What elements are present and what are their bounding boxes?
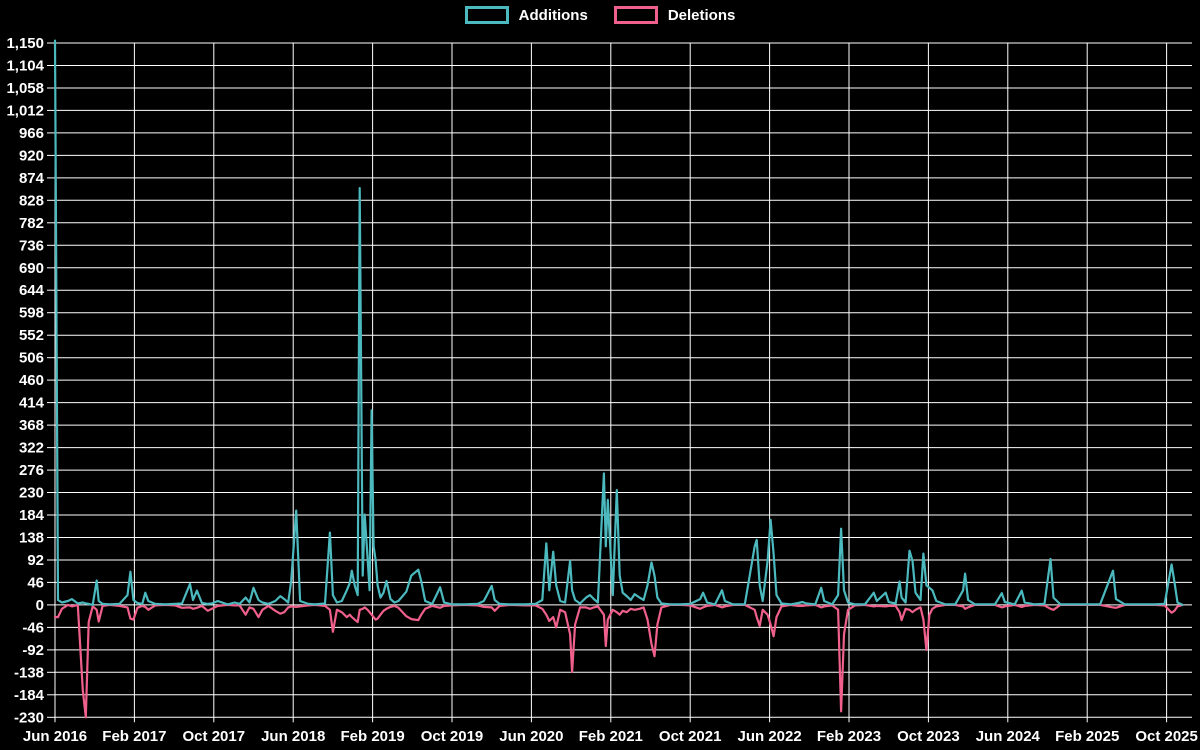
y-tick-label: 506 [19, 350, 44, 367]
x-tick-label: Oct 2025 [1135, 728, 1198, 745]
x-tick-label: Oct 2019 [421, 728, 484, 745]
y-tick-label: 184 [19, 507, 45, 524]
legend-item-deletions[interactable]: Deletions [613, 6, 736, 24]
y-tick-label: 690 [19, 260, 44, 277]
y-tick-label: 552 [19, 327, 44, 344]
y-tick-label: 414 [19, 395, 45, 412]
y-tick-label: 92 [27, 552, 44, 569]
x-tick-label: Jun 2016 [23, 728, 87, 745]
additions-line [53, 39, 1184, 607]
x-tick-label: Feb 2017 [102, 728, 166, 745]
y-tick-label: 1,104 [6, 58, 44, 75]
deletions-legend-label: Deletions [667, 6, 736, 24]
x-tick-label: Feb 2019 [340, 728, 404, 745]
y-tick-label: 782 [19, 215, 44, 232]
y-tick-label: 1,012 [6, 102, 44, 119]
y-tick-label: -138 [14, 664, 44, 681]
y-tick-label: 322 [19, 440, 44, 457]
y-tick-label: 736 [19, 237, 44, 254]
y-tick-label: 460 [19, 372, 44, 389]
x-tick-label: Feb 2021 [579, 728, 643, 745]
y-tick-label: -230 [14, 709, 44, 726]
y-tick-label: 46 [27, 574, 44, 591]
y-tick-label: 920 [19, 147, 44, 164]
y-tick-label: 368 [19, 417, 44, 434]
y-tick-label: 1,058 [6, 80, 44, 97]
x-tick-label: Feb 2025 [1055, 728, 1119, 745]
legend-item-additions[interactable]: Additions [464, 6, 588, 24]
deletions-swatch-icon [613, 6, 658, 24]
chart-legend: Additions Deletions [0, 6, 1200, 24]
x-tick-label: Feb 2023 [817, 728, 881, 745]
y-tick-label: 644 [19, 282, 45, 299]
y-tick-label: -92 [22, 642, 44, 659]
x-tick-label: Oct 2021 [659, 728, 722, 745]
additions-swatch-icon [464, 6, 509, 24]
y-tick-label: 138 [19, 530, 44, 547]
x-tick-label: Jun 2018 [261, 728, 325, 745]
x-tick-label: Oct 2017 [183, 728, 246, 745]
x-tick-label: Jun 2020 [499, 728, 563, 745]
y-tick-label: 966 [19, 125, 44, 142]
y-tick-label: 276 [19, 462, 44, 479]
y-tick-label: -46 [22, 619, 44, 636]
y-tick-label: 230 [19, 485, 44, 502]
y-tick-label: 598 [19, 305, 44, 322]
x-tick-label: Oct 2023 [897, 728, 960, 745]
deletions-line [53, 603, 1184, 719]
x-tick-label: Jun 2022 [737, 728, 801, 745]
y-tick-label: 1,150 [6, 35, 44, 52]
y-tick-label: 0 [36, 597, 44, 614]
additions-legend-label: Additions [518, 6, 588, 24]
y-tick-label: 874 [19, 170, 45, 187]
y-tick-label: 828 [19, 192, 44, 209]
x-tick-label: Jun 2024 [976, 728, 1041, 745]
y-tick-label: -184 [14, 687, 45, 704]
